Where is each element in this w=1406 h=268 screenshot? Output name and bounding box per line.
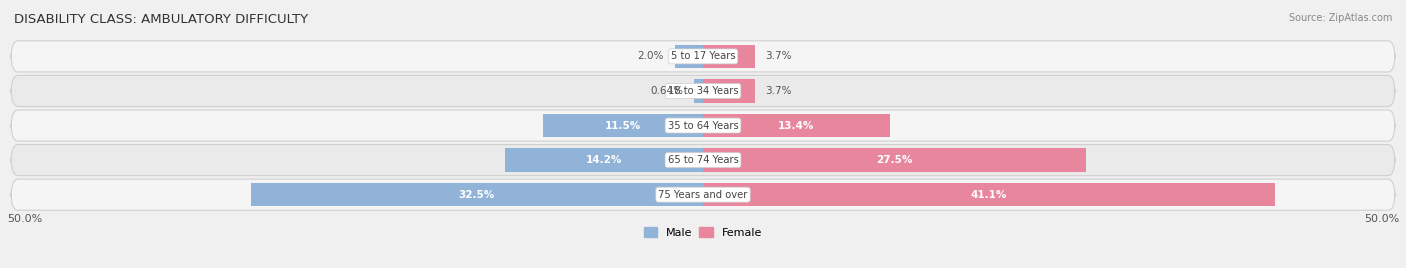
Legend: Male, Female: Male, Female xyxy=(641,224,765,241)
Text: 0.64%: 0.64% xyxy=(650,86,683,96)
Text: 3.7%: 3.7% xyxy=(766,51,792,61)
Bar xyxy=(703,45,755,68)
Bar xyxy=(703,114,890,137)
Text: 75 Years and over: 75 Years and over xyxy=(658,190,748,200)
Text: 5 to 17 Years: 5 to 17 Years xyxy=(671,51,735,61)
FancyBboxPatch shape xyxy=(11,75,1395,106)
Text: 2.0%: 2.0% xyxy=(638,51,664,61)
Text: 32.5%: 32.5% xyxy=(458,190,495,200)
Text: 3.7%: 3.7% xyxy=(766,86,792,96)
Text: 18 to 34 Years: 18 to 34 Years xyxy=(668,86,738,96)
Bar xyxy=(695,79,703,103)
Bar xyxy=(250,183,703,206)
FancyBboxPatch shape xyxy=(11,110,1395,141)
Bar xyxy=(543,114,703,137)
Text: 41.1%: 41.1% xyxy=(972,190,1007,200)
Text: 11.5%: 11.5% xyxy=(605,121,641,131)
Bar xyxy=(703,183,1275,206)
Text: 65 to 74 Years: 65 to 74 Years xyxy=(668,155,738,165)
Text: 35 to 64 Years: 35 to 64 Years xyxy=(668,121,738,131)
Text: 27.5%: 27.5% xyxy=(876,155,912,165)
FancyBboxPatch shape xyxy=(11,41,1395,72)
Text: 50.0%: 50.0% xyxy=(1364,214,1399,224)
Bar xyxy=(703,79,755,103)
Text: Source: ZipAtlas.com: Source: ZipAtlas.com xyxy=(1288,13,1392,23)
Bar xyxy=(675,45,703,68)
Bar xyxy=(505,148,703,172)
Text: 14.2%: 14.2% xyxy=(586,155,623,165)
Text: 13.4%: 13.4% xyxy=(778,121,814,131)
Text: DISABILITY CLASS: AMBULATORY DIFFICULTY: DISABILITY CLASS: AMBULATORY DIFFICULTY xyxy=(14,13,308,27)
FancyBboxPatch shape xyxy=(11,179,1395,210)
FancyBboxPatch shape xyxy=(11,144,1395,176)
Bar xyxy=(703,148,1085,172)
Text: 50.0%: 50.0% xyxy=(7,214,42,224)
